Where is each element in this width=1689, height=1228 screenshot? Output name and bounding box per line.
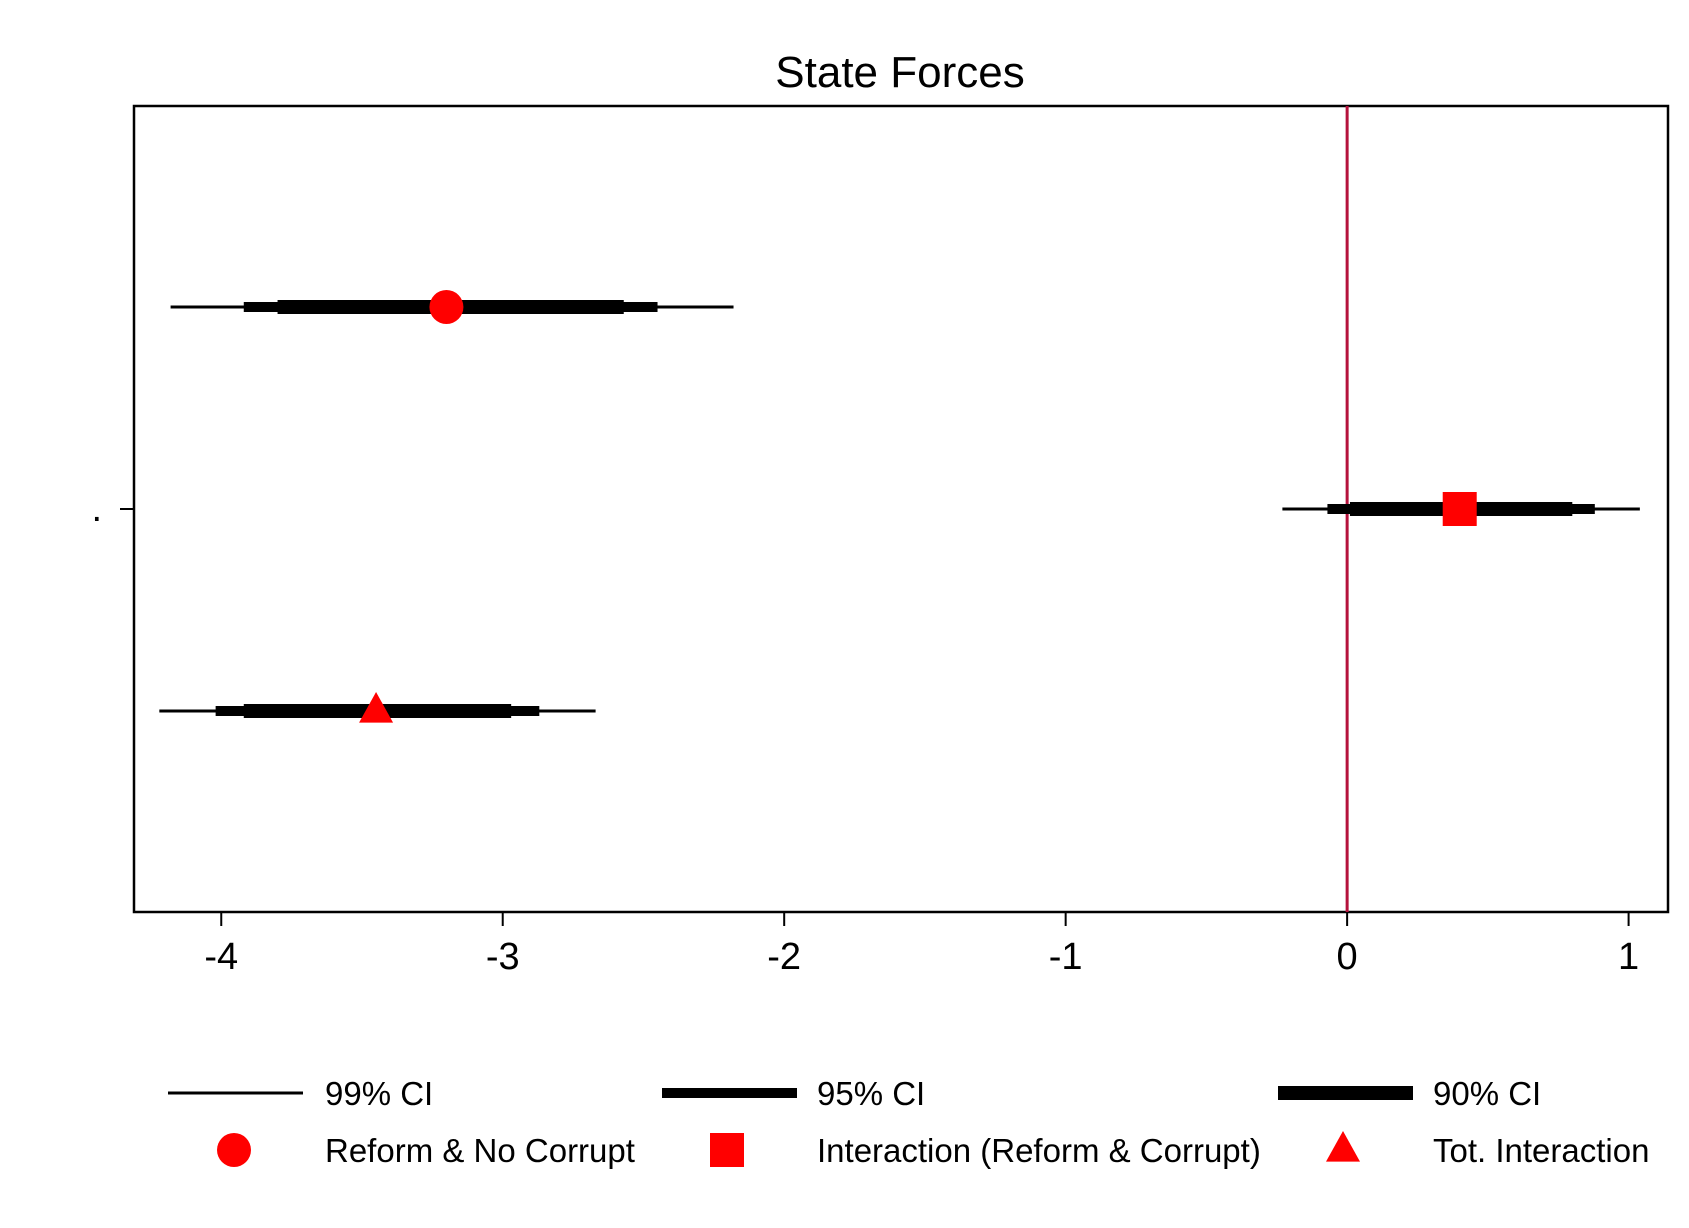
legend: 99% CI 95% CI 90% CI Reform & No Corrupt Int…	[168, 1075, 1649, 1169]
y-tick-label: .	[91, 488, 102, 530]
x-tick-label: -2	[767, 936, 801, 978]
series-layer	[159, 290, 1640, 723]
legend-label: Reform & No Corrupt	[325, 1132, 635, 1169]
legend-circle-icon	[217, 1133, 251, 1167]
legend-label: Tot. Interaction	[1433, 1132, 1649, 1169]
y-axis: .	[91, 488, 134, 530]
legend-label: 95% CI	[817, 1075, 925, 1112]
x-tick-label: 0	[1337, 936, 1358, 978]
series-square	[1282, 492, 1640, 526]
legend-label: 99% CI	[325, 1075, 433, 1112]
legend-triangle-icon	[1326, 1131, 1360, 1162]
estimate-triangle-marker	[359, 692, 394, 723]
estimate-circle-marker	[429, 290, 464, 324]
legend-label: 90% CI	[1433, 1075, 1541, 1112]
x-tick-label: -1	[1049, 936, 1083, 978]
x-tick-label: 1	[1618, 936, 1639, 978]
series-triangle	[159, 692, 596, 723]
x-tick-label: -4	[204, 936, 238, 978]
x-axis: -4 -3 -2 -1 0 1	[204, 912, 1639, 978]
chart-title: State Forces	[775, 48, 1024, 97]
legend-square-icon	[710, 1133, 744, 1167]
legend-label: Interaction (Reform & Corrupt)	[817, 1132, 1261, 1169]
series-circle	[170, 290, 734, 324]
x-tick-label: -3	[486, 936, 520, 978]
estimate-square-marker	[1442, 492, 1477, 526]
